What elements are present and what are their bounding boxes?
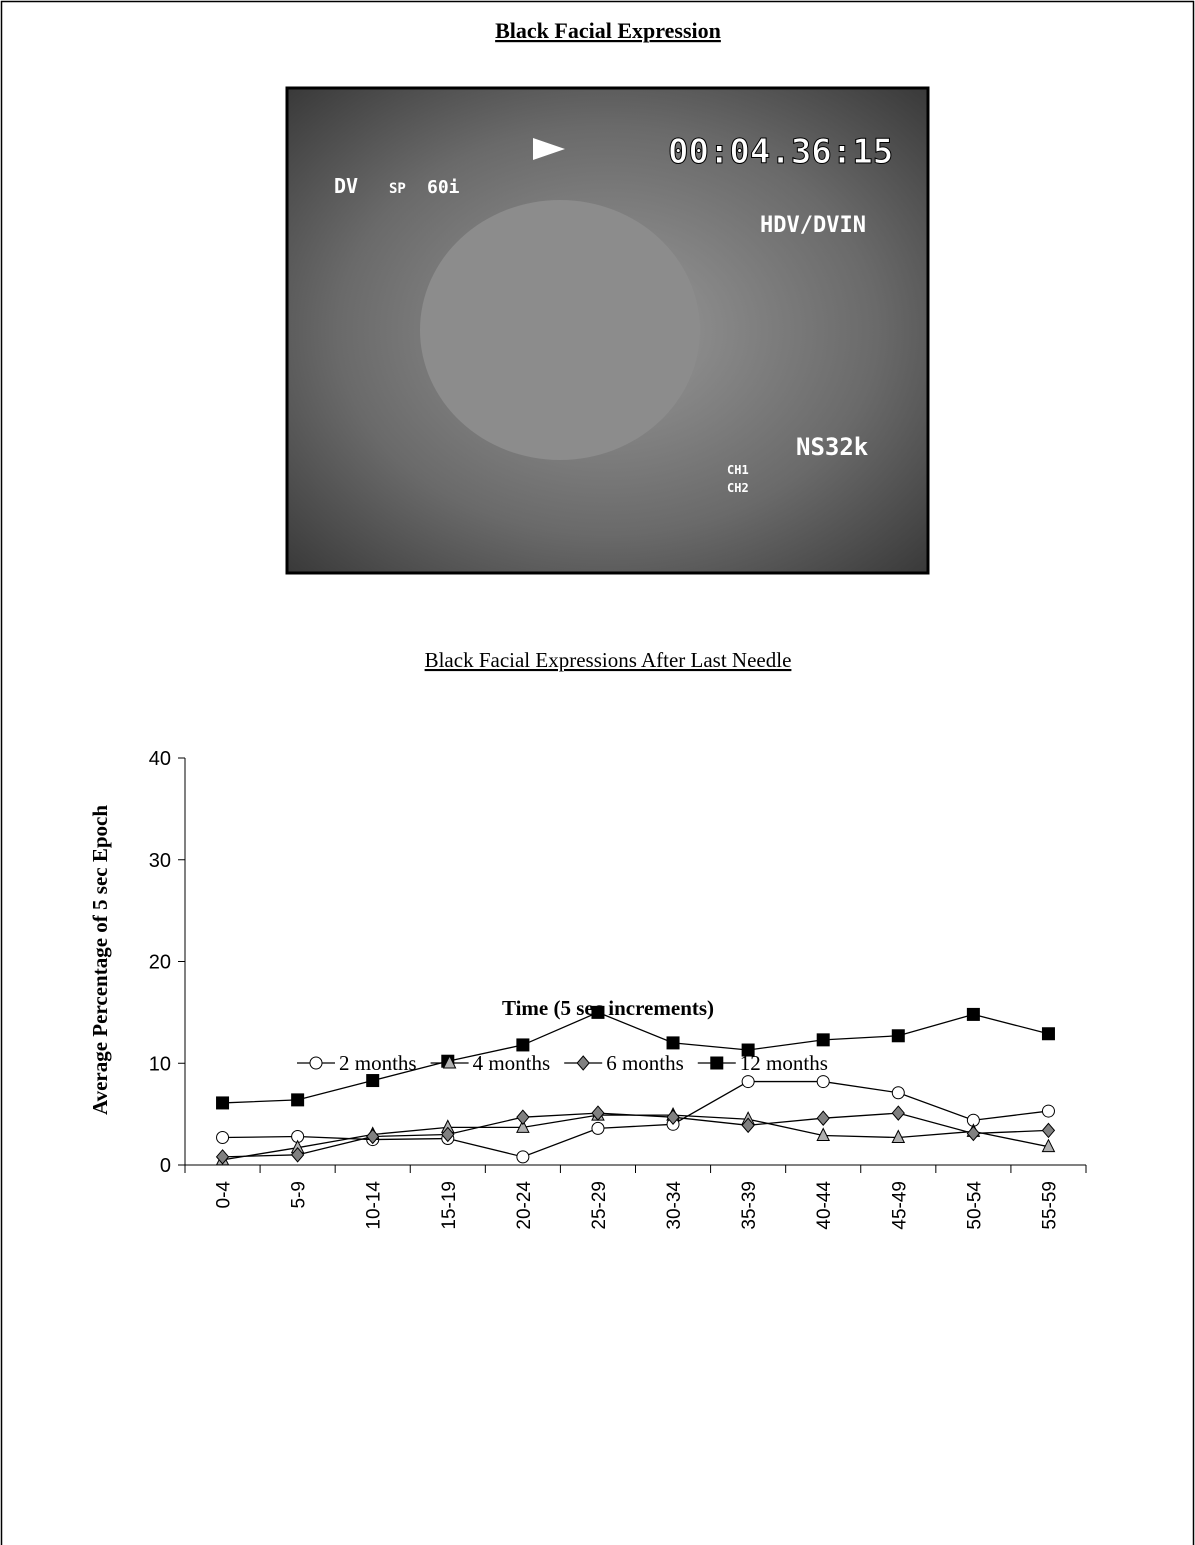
point (741, 1117, 755, 1134)
legend-label: 2 months (339, 1051, 417, 1075)
y-tick-label: 20 (149, 952, 171, 974)
legend-marker (442, 1054, 457, 1069)
legend-marker (309, 1056, 323, 1070)
point (216, 1096, 230, 1110)
point (666, 1036, 680, 1050)
series-line (222, 1011, 1049, 1104)
ch2: CH2 (727, 481, 749, 495)
x-tick-label: 30-34 (664, 1181, 685, 1230)
point (666, 1109, 680, 1125)
point (816, 1075, 830, 1089)
y-tick-label: 40 (149, 748, 171, 770)
point (366, 1074, 380, 1088)
ch1: CH1 (727, 463, 749, 477)
x-tick-label: 40-44 (814, 1181, 835, 1230)
x-tick-label: 25-29 (589, 1181, 610, 1230)
point (816, 1033, 830, 1047)
point (516, 1109, 530, 1125)
point (516, 1150, 530, 1164)
point (1041, 1138, 1056, 1153)
point (891, 1029, 905, 1043)
plot: 0 10 20 30 40 0-4 5-9 10-14 15-19 20-24 25-29 30-34… (149, 748, 1087, 1230)
timecode: 00:04.36:15 (668, 132, 893, 172)
point (741, 1075, 755, 1089)
point (1041, 1122, 1056, 1139)
face-shape (420, 200, 700, 460)
series-line (222, 1112, 1049, 1158)
x-tick-label: 10-14 (364, 1181, 385, 1230)
y-axis-label: Average Percentage of 5 sec Epoch (88, 805, 112, 1115)
legend-label: 6 months (606, 1051, 684, 1075)
point (216, 1131, 230, 1145)
point (891, 1129, 906, 1144)
x-tick-label: 0-4 (214, 1181, 235, 1209)
x-tick-label: 5-9 (289, 1181, 310, 1208)
format: DV (334, 174, 358, 198)
point (516, 1119, 530, 1133)
x-tick-label: 45-49 (889, 1181, 910, 1230)
y-tick-label: 10 (149, 1053, 171, 1075)
series-line (222, 1114, 1049, 1161)
mode: SP (389, 181, 406, 197)
point (816, 1110, 830, 1126)
point (741, 1043, 755, 1057)
photo: 00:04.36:15 DV SP 60i HDV/DVIN NS32k CH1… (285, 86, 930, 575)
y-tick-label: 30 (149, 850, 171, 872)
rate: 60i (427, 177, 460, 198)
legend-marker (710, 1056, 724, 1070)
point (1041, 1027, 1055, 1041)
point (1041, 1104, 1055, 1118)
page-title: Black Facial Expression (495, 18, 721, 43)
point (215, 1149, 230, 1165)
point (366, 1128, 380, 1145)
audio: NS32k (796, 433, 869, 461)
point (816, 1127, 831, 1141)
legend-marker (576, 1055, 590, 1071)
input: HDV/DVIN (760, 213, 866, 238)
point (966, 1125, 981, 1142)
chart-title: Black Facial Expressions After Last Need… (425, 648, 792, 672)
x-tick-label: 35-39 (739, 1181, 760, 1230)
point (516, 1038, 530, 1052)
point (591, 1121, 605, 1135)
point (966, 1007, 980, 1021)
y-tick-label: 0 (160, 1155, 171, 1177)
x-tick-label: 50-54 (964, 1181, 985, 1230)
x-tick-label: 55-59 (1039, 1181, 1060, 1230)
point (891, 1105, 905, 1121)
point (290, 1147, 305, 1163)
point (441, 1126, 455, 1143)
point (591, 1005, 605, 1019)
point (891, 1086, 905, 1100)
series-line (222, 1080, 1049, 1158)
play-icon (533, 138, 565, 160)
point (591, 1105, 605, 1121)
x-tick-label: 20-24 (514, 1181, 535, 1230)
legend-label: 4 months (473, 1051, 551, 1075)
point (291, 1093, 305, 1107)
legend-label: 12 months (740, 1051, 828, 1075)
x-tick-label: 15-19 (439, 1181, 460, 1230)
